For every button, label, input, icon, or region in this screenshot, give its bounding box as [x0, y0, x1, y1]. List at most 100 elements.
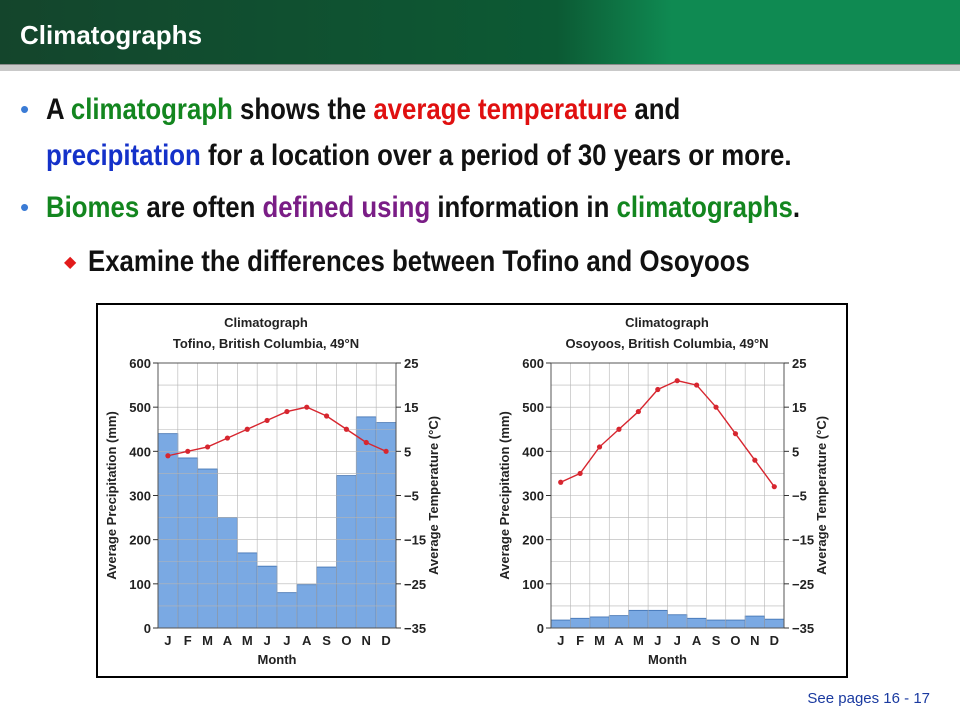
- chart-1-y2-tick-label: 25: [404, 356, 418, 371]
- bullet-1-line-2: precipitation for a location over a peri…: [46, 139, 792, 172]
- chart-2-temperature-point: [752, 457, 758, 463]
- chart-1-y2-tick-label: −15: [404, 533, 426, 548]
- chart-2-temperature-line: [560, 379, 775, 488]
- chart-1-temperature-point: [204, 444, 211, 450]
- diamond-bullet-icon: ◆: [64, 252, 77, 271]
- chart-2-y2-tick-label: 5: [792, 444, 799, 459]
- chart-2-y-tick-label: 400: [522, 444, 544, 459]
- chart-1-x-axis-label: Month: [258, 652, 297, 667]
- chart-2-x-axis-label: Month: [648, 652, 687, 667]
- chart-1-bar: [256, 565, 278, 629]
- chart-2-y-tick-label: 0: [537, 621, 544, 636]
- chart-1-temperature-point: [264, 417, 270, 424]
- chart-1-bar: [236, 552, 258, 629]
- chart-2-temperature-point: [558, 479, 564, 485]
- chart-1-x-tick-label: J: [263, 633, 270, 648]
- bullet-2: Biomes are often defined using informati…: [46, 191, 801, 224]
- chart-1-x-tick-label: M: [202, 633, 213, 648]
- chart-2-y2-tick-label: −15: [792, 533, 814, 548]
- chart-1-bar: [355, 416, 377, 629]
- chart-1-y2-tick-label: 15: [404, 400, 418, 415]
- chart-2-bar: [647, 609, 668, 629]
- chart-1-x-tick-label: D: [381, 633, 390, 648]
- chart-1-bar: [217, 517, 238, 629]
- chart-1-x-tick-label: A: [302, 633, 312, 648]
- chart-2-y2-tick-label: 15: [792, 400, 806, 415]
- chart-2-title: Climatograph: [625, 315, 709, 330]
- chart-1-bar: [336, 475, 357, 629]
- chart-2-x-tick-label: O: [730, 633, 740, 648]
- chart-1-title: Climatograph: [224, 315, 308, 330]
- bullet-1-line-1: A climatograph shows the average tempera…: [46, 93, 681, 126]
- climatograph-charts: Climatograph Tofino, British Columbia, 49…: [104, 315, 829, 667]
- chart-2-y2-axis-label: Average Temperature (°C): [814, 416, 829, 575]
- chart-2-bar: [667, 614, 688, 629]
- chart-1-x-tick-label: M: [242, 633, 253, 648]
- chart-1-y2-tick-label: −5: [404, 489, 419, 504]
- chart-2-bar: [608, 615, 630, 629]
- chart-1-temperature-point: [224, 435, 231, 441]
- chart-2-y2-tick-label: 25: [792, 356, 806, 371]
- chart-1-y2-tick-label: −35: [404, 621, 426, 636]
- header-bar: [0, 0, 960, 64]
- chart-2-x-tick-label: S: [712, 633, 721, 648]
- chart-1-temperature-point: [363, 439, 369, 446]
- chart-2-temperature-point: [616, 426, 622, 432]
- chart-1-temperature-point: [304, 404, 310, 410]
- chart-1-temperature-point: [165, 453, 171, 459]
- chart-2-temperature-point: [771, 484, 777, 490]
- chart-1-x-tick-label: F: [184, 633, 192, 648]
- chart-2-temperature-point: [635, 408, 641, 415]
- chart-2-temperature-point: [674, 378, 680, 384]
- footer-page-reference: See pages 16 - 17: [807, 690, 930, 707]
- chart-2-bar: [628, 609, 649, 629]
- chart-2-x-tick-label: J: [557, 633, 564, 648]
- chart-1-temperature-point: [383, 448, 389, 454]
- chart-2-x-tick-label: A: [692, 633, 702, 648]
- chart-2-temperature-point: [577, 470, 583, 477]
- chart-2-x-tick-label: J: [674, 633, 681, 648]
- chart-2-temperature-point: [694, 382, 700, 388]
- chart-2-y-tick-label: 100: [522, 577, 544, 592]
- sub-bullet: Examine the differences between Tofino a…: [88, 245, 750, 278]
- chart-2-bar: [550, 619, 571, 629]
- chart-1-y-tick-label: 200: [129, 533, 151, 548]
- chart-2-bar: [570, 617, 591, 629]
- chart-1-y-tick-label: 0: [144, 621, 151, 636]
- chart-2-x-tick-label: M: [633, 633, 644, 648]
- chart-2-subtitle: Osoyoos, British Columbia, 49°N: [565, 336, 768, 351]
- chart-2-bar: [725, 619, 746, 629]
- chart-2-bar: [686, 617, 707, 629]
- chart-2-x-tick-label: N: [750, 633, 759, 648]
- chart-2-bar: [705, 619, 727, 629]
- chart-1-temperature-line: [167, 406, 387, 457]
- chart-2-temperature-point: [713, 404, 719, 410]
- chart-1-temperature-point: [323, 413, 330, 419]
- chart-1-temperature-point: [185, 448, 191, 454]
- chart-2-x-tick-label: F: [576, 633, 584, 648]
- chart-2-y-tick-label: 200: [522, 533, 544, 548]
- chart-1-temperature-point: [284, 408, 290, 415]
- chart-1-y-tick-label: 100: [129, 577, 151, 592]
- chart-2-temperature-point: [655, 386, 661, 393]
- slide-title: Climatographs: [20, 20, 203, 50]
- chart-1-y-tick-label: 300: [129, 489, 151, 504]
- chart-2-x-tick-label: A: [614, 633, 624, 648]
- chart-1-bar: [197, 468, 218, 629]
- chart-1-temperature-point: [244, 426, 250, 432]
- chart-2-y-tick-label: 300: [522, 489, 544, 504]
- chart-2-y-tick-label: 500: [522, 400, 544, 415]
- chart-1-y-axis-label: Average Precipitation (mm): [104, 411, 119, 580]
- chart-2-x-tick-label: J: [654, 633, 661, 648]
- chart-1-bar: [157, 433, 179, 629]
- chart-2-y-axis-label: Average Precipitation (mm): [497, 411, 512, 580]
- chart-2-y2-tick-label: −5: [792, 489, 807, 504]
- chart-1-y-tick-label: 600: [129, 356, 151, 371]
- chart-1-y-tick-label: 400: [129, 444, 151, 459]
- chart-2-bar: [589, 616, 610, 629]
- chart-1-bar: [296, 584, 318, 629]
- chart-1-x-tick-label: J: [164, 633, 171, 648]
- chart-1-y2-axis-label: Average Temperature (°C): [426, 416, 441, 575]
- chart-2-x-tick-label: D: [770, 633, 779, 648]
- chart-1-y2-tick-label: −25: [404, 577, 426, 592]
